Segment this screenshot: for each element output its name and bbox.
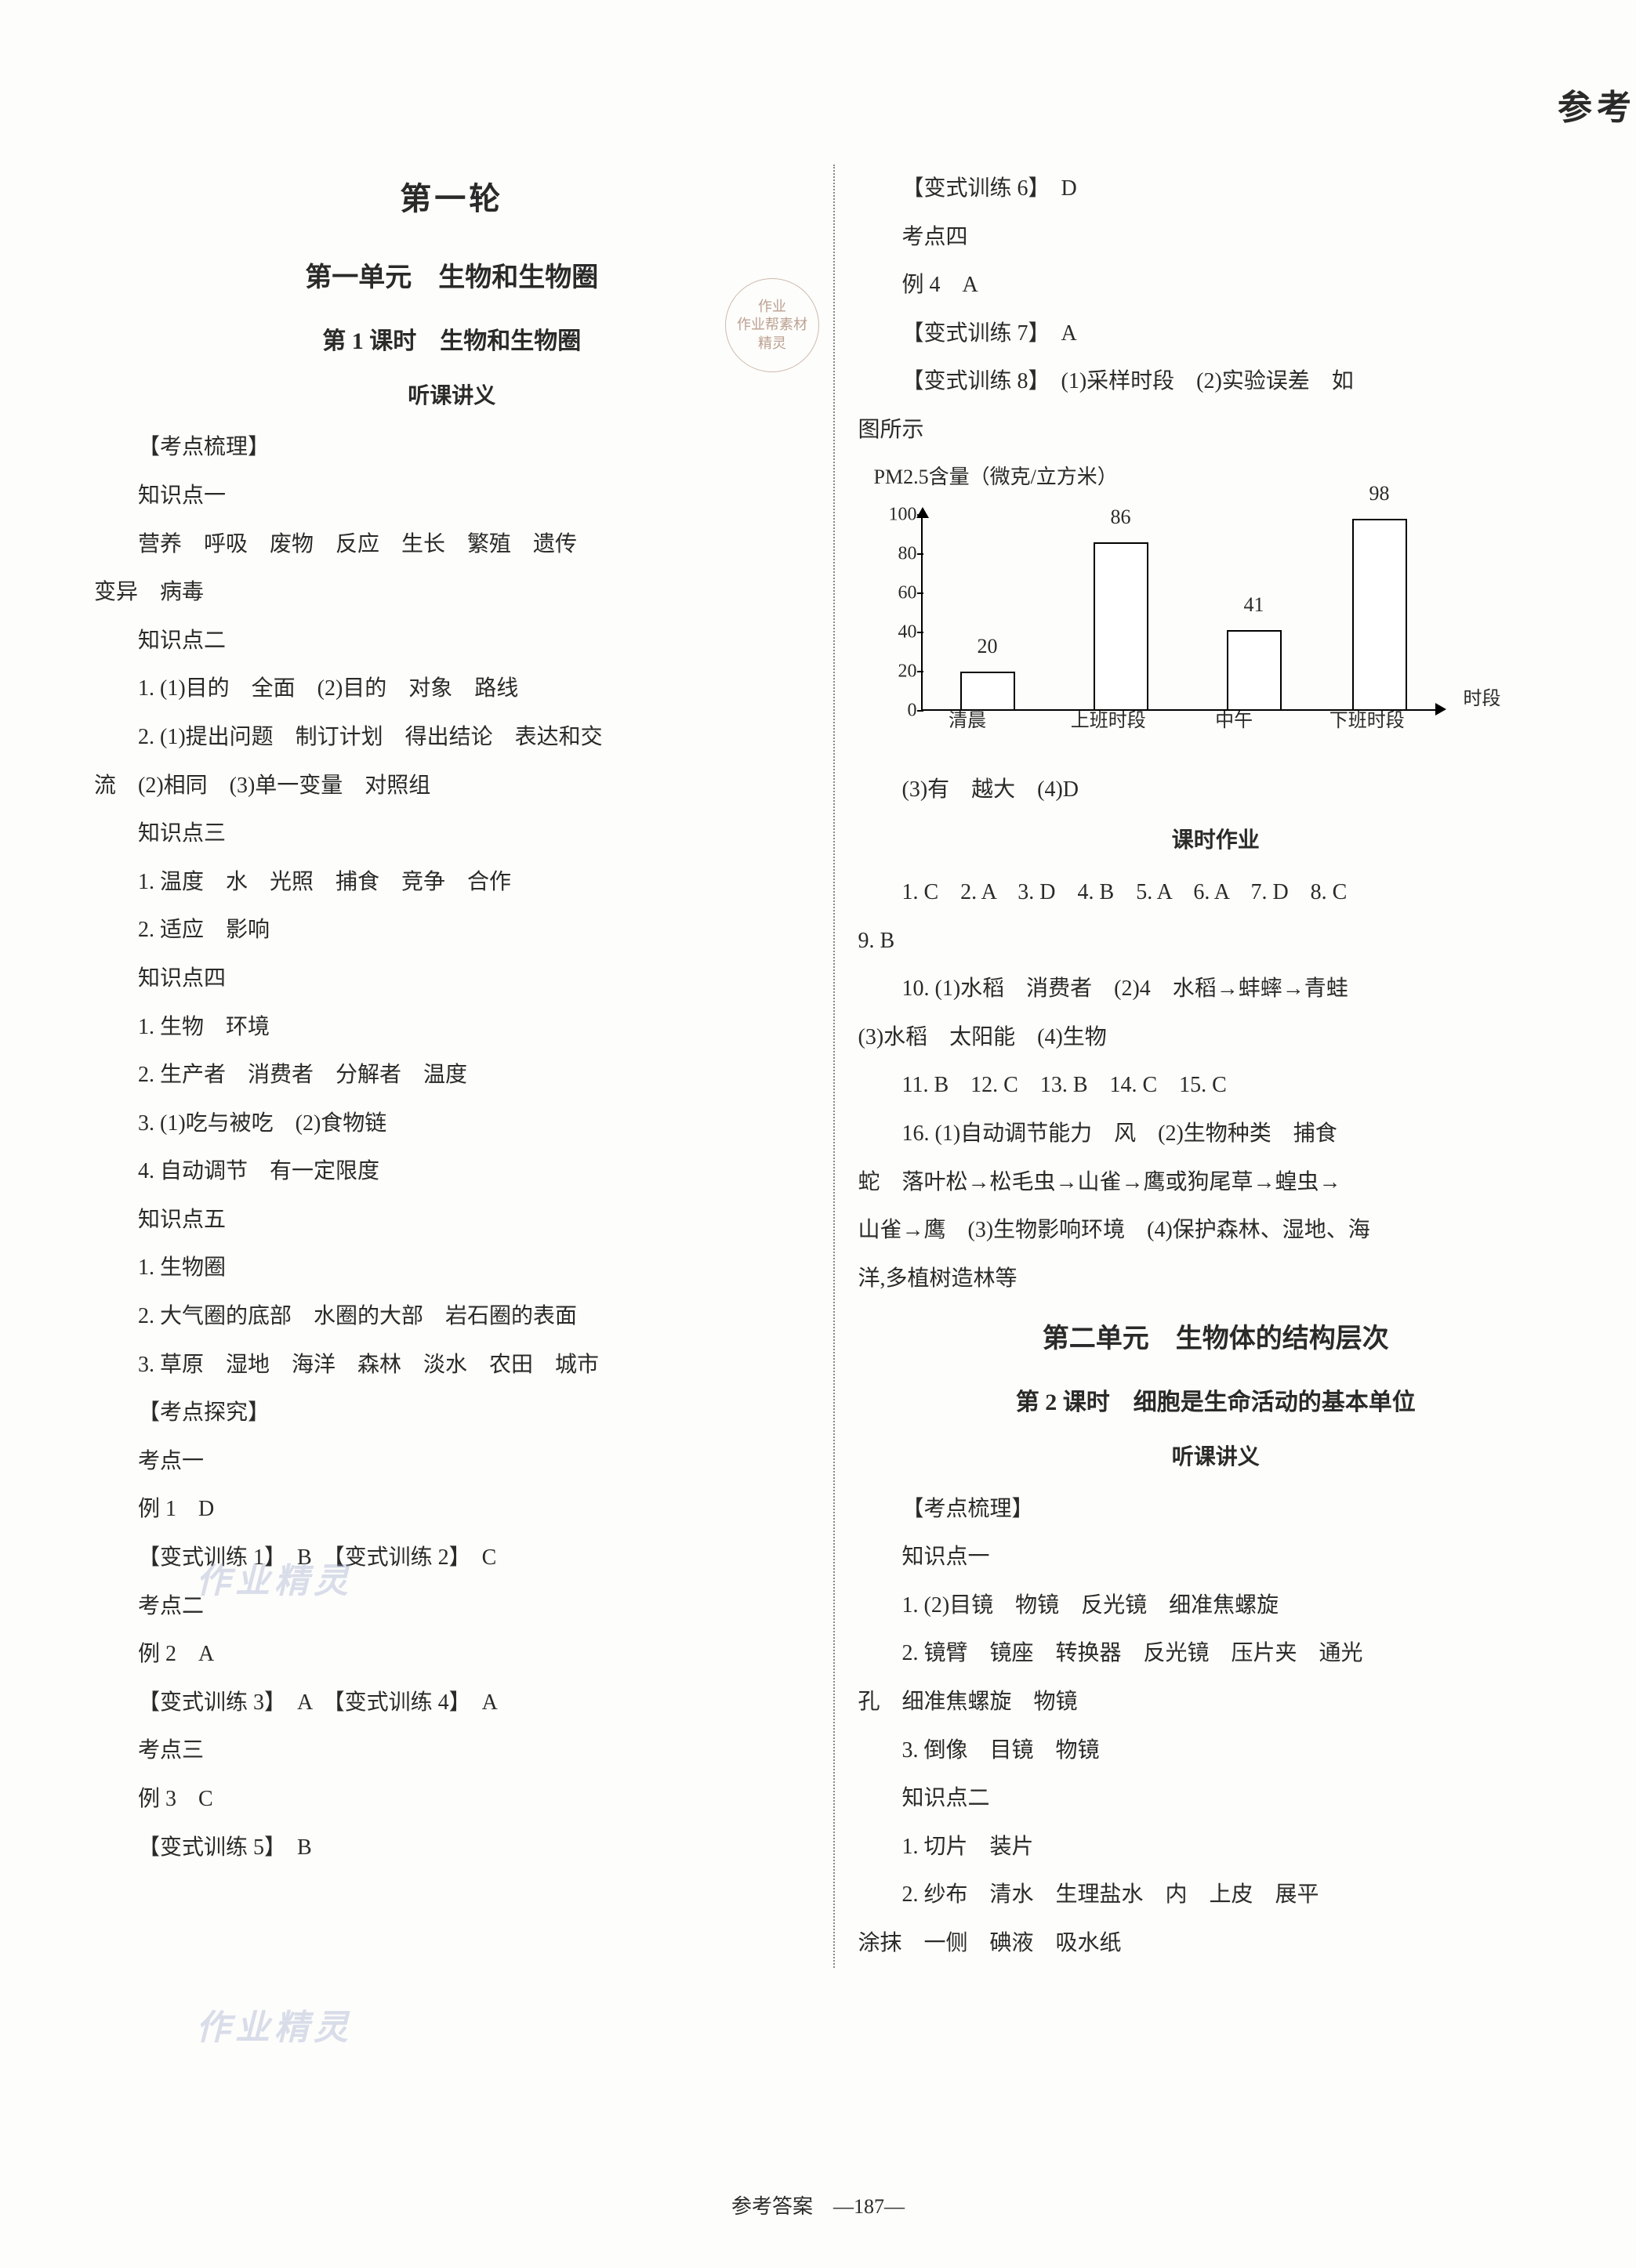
y-tick-mark (917, 592, 923, 594)
page-footer: 参考答案 —187— (0, 2184, 1636, 2229)
y-tick-label: 20 (874, 650, 917, 692)
variant-answer: 【变式训练 3】 A 【变式训练 4】 A (94, 1679, 810, 1727)
knowledge-point-title: 知识点一 (94, 472, 810, 520)
variant-answer: 【变式训练 6】 D (858, 165, 1574, 213)
x-category-label: 中午 (1215, 701, 1253, 742)
exam-point: 考点二 (94, 1582, 810, 1631)
text-line: 1. 温度 水 光照 捕食 竞争 合作 (94, 858, 810, 907)
variant-answer: 【变式训练 8】 (1)采样时段 (2)实验误差 如 (858, 357, 1574, 406)
homework-answer: 11. B 12. C 13. B 14. C 15. C (858, 1061, 1574, 1110)
round-heading: 第一轮 (94, 165, 810, 234)
section-label: 【考点探究】 (94, 1389, 810, 1437)
homework-answer: 山雀→鹰 (3)生物影响环境 (4)保护森林、湿地、海 (858, 1206, 1574, 1255)
exam-point: 考点三 (94, 1726, 810, 1775)
knowledge-point-title: 知识点三 (94, 810, 810, 858)
text-line: 1. (2)目镜 物镜 反光镜 细准焦螺旋 (858, 1581, 1574, 1630)
page-columns: 第一轮 第一单元 生物和生物圈 第 1 课时 生物和生物圈 听课讲义 【考点梳理… (71, 165, 1597, 1968)
bar-value-label: 20 (956, 624, 1019, 668)
text-line: 3. 倒像 目镜 物镜 (858, 1726, 1574, 1775)
variant-answer: 【变式训练 5】 B (94, 1824, 810, 1872)
exam-point: 考点四 (858, 213, 1574, 262)
page-corner-title: 参考 (1558, 71, 1636, 147)
knowledge-point-title: 知识点五 (94, 1196, 810, 1245)
homework-answer: 1. C 2. A 3. D 4. B 5. A 6. A 7. D 8. C (858, 868, 1574, 917)
example-answer: 例 1 D (94, 1485, 810, 1534)
homework-answer: 蛇 落叶松→松毛虫→山雀→鹰或狗尾草→蝗虫→ (858, 1158, 1574, 1207)
exam-point: 考点一 (94, 1437, 810, 1486)
text-line: 2. 生产者 消费者 分解者 温度 (94, 1051, 810, 1100)
section-heading: 听课讲义 (858, 1433, 1574, 1482)
text-line: 1. (1)目的 全面 (2)目的 对象 路线 (94, 665, 810, 713)
text-line: 4. 自动调节 有一定限度 (94, 1147, 810, 1196)
knowledge-point-title: 知识点一 (858, 1533, 1574, 1581)
homework-answer: 10. (1)水稻 消费者 (2)4 水稻→蚌蟀→青蛙 (858, 965, 1574, 1013)
example-answer: 例 4 A (858, 261, 1574, 310)
x-axis-arrow-icon (1435, 703, 1446, 716)
text-line: 涂抹 一侧 碘液 吸水纸 (858, 1919, 1574, 1968)
chart-title: PM2.5含量（微克/立方米） (874, 455, 1574, 499)
left-column: 第一轮 第一单元 生物和生物圈 第 1 课时 生物和生物圈 听课讲义 【考点梳理… (71, 165, 835, 1968)
y-tick-mark (917, 514, 923, 516)
text-line: 2. 大气圈的底部 水圈的大部 岩石圈的表面 (94, 1292, 810, 1341)
chart-bar (1094, 542, 1148, 711)
variant-answer: 【变式训练 7】 A (858, 310, 1574, 358)
chart-bar (1227, 630, 1282, 711)
text-line: 2. (1)提出问题 制订计划 得出结论 表达和交 (94, 713, 810, 762)
text-line: 2. 镜臂 镜座 转换器 反光镜 压片夹 通光 (858, 1629, 1574, 1678)
text-line: 1. 生物 环境 (94, 1003, 810, 1052)
section-heading: 课时作业 (858, 817, 1574, 865)
y-axis-arrow-icon (916, 507, 929, 518)
lesson-heading: 第 2 课时 细胞是生命活动的基本单位 (858, 1377, 1574, 1429)
text-line: 3. 草原 湿地 海洋 森林 淡水 农田 城市 (94, 1341, 810, 1389)
text-line: 2. 适应 影响 (94, 906, 810, 955)
homework-answer: 16. (1)自动调节能力 风 (2)生物种类 捕食 (858, 1110, 1574, 1158)
pm25-bar-chart: 时段 02040608010020清晨86上班时段41中午98下班时段 (874, 507, 1501, 758)
y-tick-mark (917, 671, 923, 672)
section-label: 【考点梳理】 (858, 1485, 1574, 1534)
unit-heading: 第一单元 生物和生物圈 (94, 249, 810, 308)
text-line: 3. (1)吃与被吃 (2)食物链 (94, 1100, 810, 1148)
homework-answer: 9. B (858, 917, 1574, 966)
bar-value-label: 86 (1090, 495, 1152, 539)
text-line: 1. 生物圈 (94, 1244, 810, 1292)
lesson-heading: 第 1 课时 生物和生物圈 (94, 316, 810, 368)
text-line: 图所示 (858, 406, 1574, 455)
homework-answer: (3)水稻 太阳能 (4)生物 (858, 1013, 1574, 1062)
knowledge-point-title: 知识点二 (94, 617, 810, 665)
bar-value-label: 41 (1223, 582, 1286, 627)
bar-value-label: 98 (1348, 471, 1411, 516)
knowledge-point-title: 知识点四 (94, 955, 810, 1003)
section-heading: 听课讲义 (94, 372, 810, 421)
y-tick-label: 80 (874, 533, 917, 574)
homework-answer: 洋,多植树造林等 (858, 1255, 1574, 1303)
y-axis (921, 515, 923, 711)
y-tick-label: 0 (874, 690, 917, 731)
text-line: (3)有 越大 (4)D (858, 766, 1574, 814)
y-tick-label: 40 (874, 611, 917, 653)
y-tick-mark (917, 553, 923, 555)
text-line: 流 (2)相同 (3)单一变量 对照组 (94, 762, 810, 810)
section-label: 【考点梳理】 (94, 423, 810, 472)
unit-heading: 第二单元 生物体的结构层次 (858, 1310, 1574, 1369)
text-line: 孔 细准焦螺旋 物镜 (858, 1678, 1574, 1726)
y-tick-mark (917, 632, 923, 633)
chart-bar (1352, 519, 1407, 711)
watermark: 作业精灵 (196, 1991, 353, 2067)
y-tick-mark (917, 710, 923, 712)
knowledge-point-title: 知识点二 (858, 1774, 1574, 1823)
right-column: 【变式训练 6】 D 考点四 例 4 A 【变式训练 7】 A 【变式训练 8】… (835, 165, 1598, 1968)
text-line: 2. 纱布 清水 生理盐水 内 上皮 展平 (858, 1871, 1574, 1919)
example-answer: 例 3 C (94, 1775, 810, 1824)
y-tick-label: 100 (874, 494, 917, 535)
x-axis-label: 时段 (1464, 679, 1501, 720)
x-category-label: 上班时段 (1071, 701, 1146, 742)
text-line: 1. 切片 装片 (858, 1823, 1574, 1871)
example-answer: 例 2 A (94, 1630, 810, 1679)
x-category-label: 清晨 (949, 701, 986, 742)
text-line: 变异 病毒 (94, 568, 810, 617)
variant-answer: 【变式训练 1】 B 【变式训练 2】 C (94, 1534, 810, 1582)
text-line: 营养 呼吸 废物 反应 生长 繁殖 遗传 (94, 520, 810, 569)
x-category-label: 下班时段 (1329, 701, 1405, 742)
y-tick-label: 60 (874, 572, 917, 614)
